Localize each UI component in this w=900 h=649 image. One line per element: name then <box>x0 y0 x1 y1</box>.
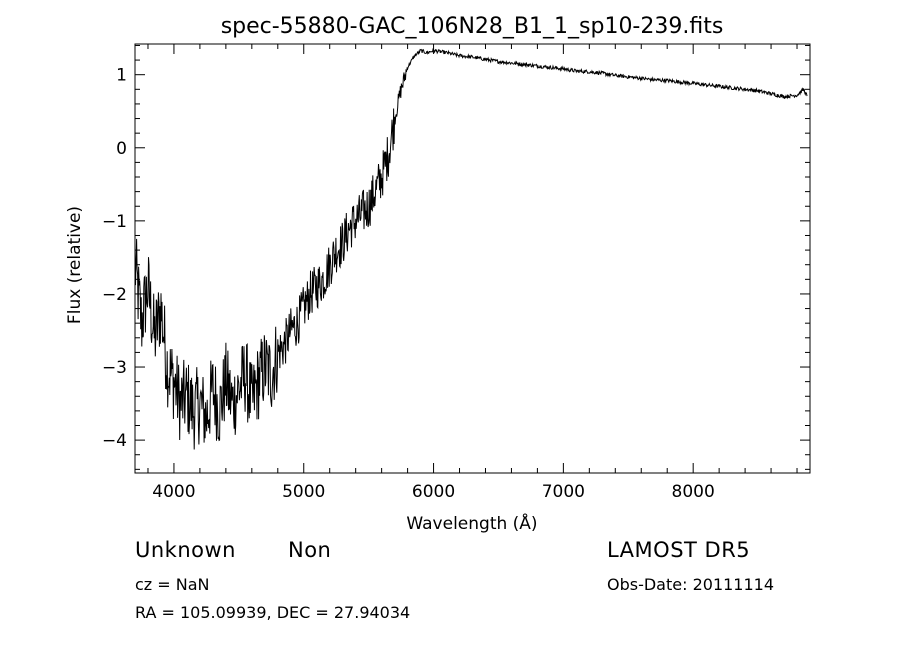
redshift-cz: cz = NaN <box>135 575 210 594</box>
x-tick-label: 4000 <box>152 482 195 502</box>
chart-title: spec-55880-GAC_106N28_B1_1_sp10-239.fits <box>221 14 724 39</box>
x-tick-label: 6000 <box>412 482 455 502</box>
x-tick-label: 5000 <box>282 482 325 502</box>
y-axis-label: Flux (relative) <box>65 206 85 324</box>
y-tick-label: −2 <box>102 285 127 305</box>
object-subclass: Non <box>288 538 332 562</box>
survey-name: LAMOST DR5 <box>607 538 751 562</box>
observation-date: Obs-Date: 20111114 <box>607 575 775 594</box>
y-tick-label: −4 <box>102 431 127 451</box>
y-tick-label: 1 <box>116 66 127 86</box>
y-tick-label: −1 <box>102 212 127 232</box>
spectrum-line <box>134 48 808 450</box>
object-class: Unknown <box>135 538 236 562</box>
y-tick-label: −3 <box>102 358 127 378</box>
axis-ticks: 4000 5000 6000 7000 8000 −4 −3 −2 −1 0 1 <box>102 44 810 502</box>
x-axis-label: Wavelength (Å) <box>406 512 537 534</box>
y-tick-label: 0 <box>116 139 127 159</box>
x-tick-label: 7000 <box>542 482 585 502</box>
x-tick-label: 8000 <box>672 482 715 502</box>
ra-dec-coordinates: RA = 105.09939, DEC = 27.94034 <box>135 603 411 622</box>
